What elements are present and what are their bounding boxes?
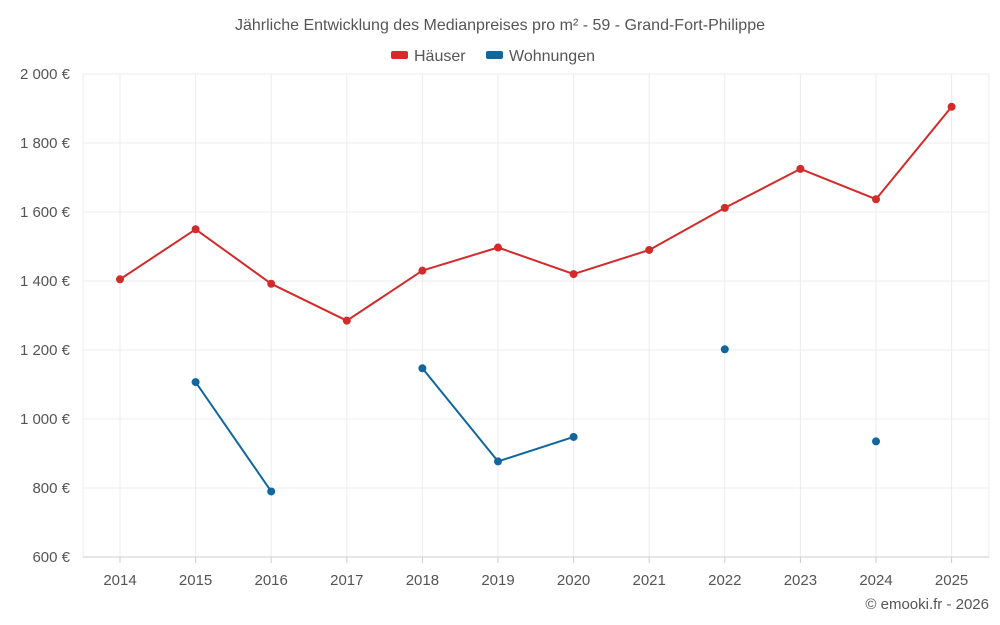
x-tick-label: 2018 (406, 572, 439, 589)
x-tick-label: 2015 (179, 572, 212, 589)
x-tick-label: 2021 (633, 572, 666, 589)
legend-label: Wohnungen (509, 48, 595, 65)
data-point (569, 270, 578, 279)
data-point (418, 364, 427, 373)
data-point (872, 195, 880, 204)
data-point (569, 432, 578, 441)
series-line (194, 381, 273, 492)
legend-item-häuser: Häuser (391, 48, 466, 65)
y-tick-label: 1 600 € (20, 204, 71, 221)
data-point (494, 243, 502, 252)
data-point (116, 275, 124, 284)
x-tick-label: 2022 (708, 572, 741, 589)
legend-swatch (486, 51, 503, 59)
series-line (119, 106, 953, 322)
legend-swatch (391, 51, 408, 59)
y-tick-label: 800 € (32, 480, 70, 497)
series-layer (116, 102, 956, 496)
data-point (267, 487, 276, 496)
x-tick-label: 2020 (557, 572, 590, 589)
data-point (191, 378, 200, 387)
chart-title: Jährliche Entwicklung des Medianpreises … (235, 17, 765, 34)
x-tick-label: 2017 (330, 572, 363, 589)
data-point (342, 316, 351, 325)
y-tick-label: 2 000 € (20, 66, 71, 83)
x-tick-label: 2025 (935, 572, 968, 589)
grid (82, 73, 990, 557)
x-tick-label: 2024 (859, 572, 892, 589)
data-point (947, 102, 956, 111)
axes: 600 € 800 € 1 000 € 1 200 € 1 400 € 1 600 € 1 … (20, 66, 989, 589)
series-wohnungen (191, 345, 880, 496)
legend: Häuser Wohnungen (391, 48, 595, 65)
series-häuser (116, 102, 956, 325)
x-tick-label: 2023 (784, 572, 817, 589)
x-tick-label: 2014 (103, 572, 136, 589)
data-point (872, 437, 880, 446)
data-point (267, 279, 276, 288)
data-point (720, 345, 729, 354)
legend-item-wohnungen: Wohnungen (486, 48, 595, 65)
data-point (191, 225, 200, 234)
y-tick-label: 1 000 € (20, 411, 71, 428)
y-tick-label: 1 400 € (20, 273, 71, 290)
x-tick-label: 2016 (255, 572, 288, 589)
y-tick-label: 1 200 € (20, 342, 71, 359)
data-point (645, 245, 654, 254)
data-point (796, 164, 805, 173)
credit-text: © emooki.fr - 2026 (865, 596, 989, 613)
legend-label: Häuser (414, 48, 466, 65)
x-tick-label: 2019 (481, 572, 514, 589)
data-point (494, 457, 502, 466)
y-tick-label: 1 800 € (20, 135, 71, 152)
y-tick-label: 600 € (32, 549, 70, 566)
data-point (418, 266, 427, 275)
data-point (720, 203, 729, 212)
